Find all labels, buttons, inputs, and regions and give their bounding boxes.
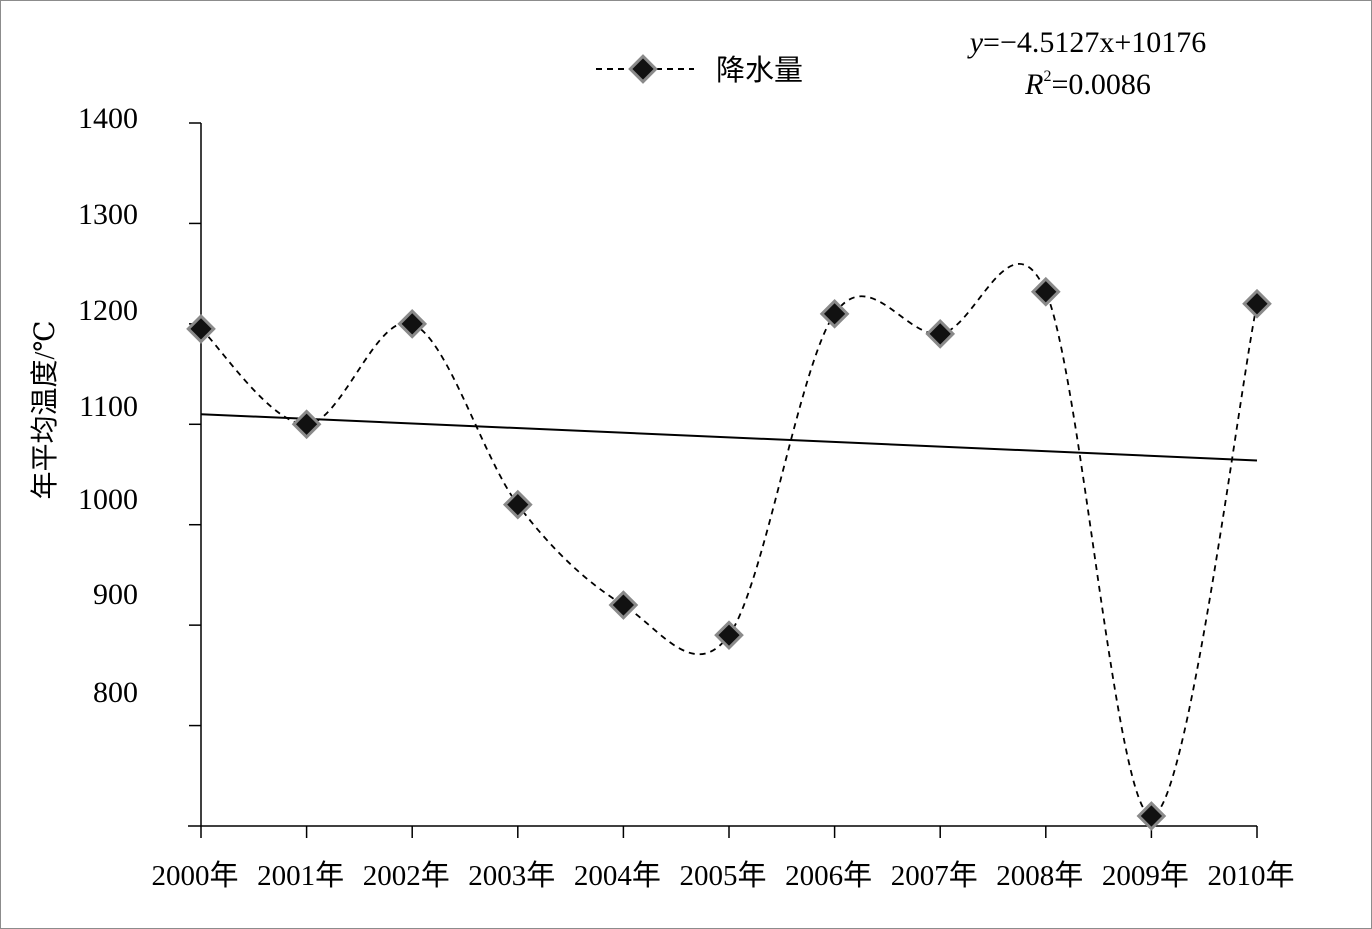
x-axis: 2000年 2001年 2002年 2003年 2004年 2005年 2006年 2007年… [151, 825, 1295, 892]
r2-superscript: 2 [1043, 68, 1051, 85]
series-rainfall [186, 263, 1272, 831]
data-point [1242, 288, 1272, 319]
equation-prefix: y [967, 26, 984, 59]
y-axis-label: 年平均温度/℃ [29, 320, 61, 499]
series-line [200, 263, 1258, 817]
x-tick-label: 2010年 [1207, 859, 1294, 892]
data-point [925, 319, 956, 349]
y-axis: 1400 1300 1200 1100 1000 900 800 [78, 102, 202, 826]
legend: 降水量 [596, 54, 803, 87]
x-tick-label: 2009年 [1102, 859, 1189, 892]
x-tick-label: 2004年 [574, 859, 661, 892]
x-tick-label: 2001年 [257, 859, 344, 892]
y-tick-label: 800 [93, 676, 138, 709]
trendline [200, 413, 1258, 462]
y-tick-label: 1000 [78, 483, 138, 516]
trendline-line [200, 413, 1258, 462]
trendline-equation: y=−4.5127x+10176 R2=0.0086 [967, 26, 1207, 101]
legend-label: 降水量 [716, 54, 803, 87]
data-point [291, 409, 322, 440]
data-point [1136, 801, 1167, 831]
x-tick-label: 2005年 [679, 859, 766, 892]
data-point [1030, 276, 1061, 307]
data-point [502, 489, 533, 520]
data-point [397, 309, 428, 339]
equation-rest: =−4.5127x+10176 [983, 26, 1206, 59]
y-tick-label: 1300 [78, 198, 138, 231]
x-tick-label: 2002年 [363, 859, 450, 892]
x-tick-label: 2007年 [891, 859, 978, 892]
y-tick-label: 1400 [78, 102, 138, 135]
x-tick-label: 2003年 [468, 859, 555, 892]
legend-marker [628, 54, 658, 84]
x-tick-label: 2008年 [996, 859, 1083, 892]
x-tick-label: 2000年 [151, 859, 238, 892]
data-point [819, 298, 850, 329]
r-squared-line: R2=0.0086 [1024, 68, 1151, 101]
y-tick-label: 1200 [78, 294, 138, 327]
r2-rest: =0.0086 [1051, 68, 1150, 101]
x-tick-label: 2006年 [785, 859, 872, 892]
r2-prefix: R [1024, 68, 1043, 101]
data-point [608, 590, 639, 620]
y-tick-label: 1100 [79, 390, 138, 423]
y-tick-label: 900 [93, 578, 138, 611]
data-point [714, 620, 744, 651]
equation-line: y=−4.5127x+10176 [967, 26, 1207, 59]
data-point [186, 314, 216, 344]
